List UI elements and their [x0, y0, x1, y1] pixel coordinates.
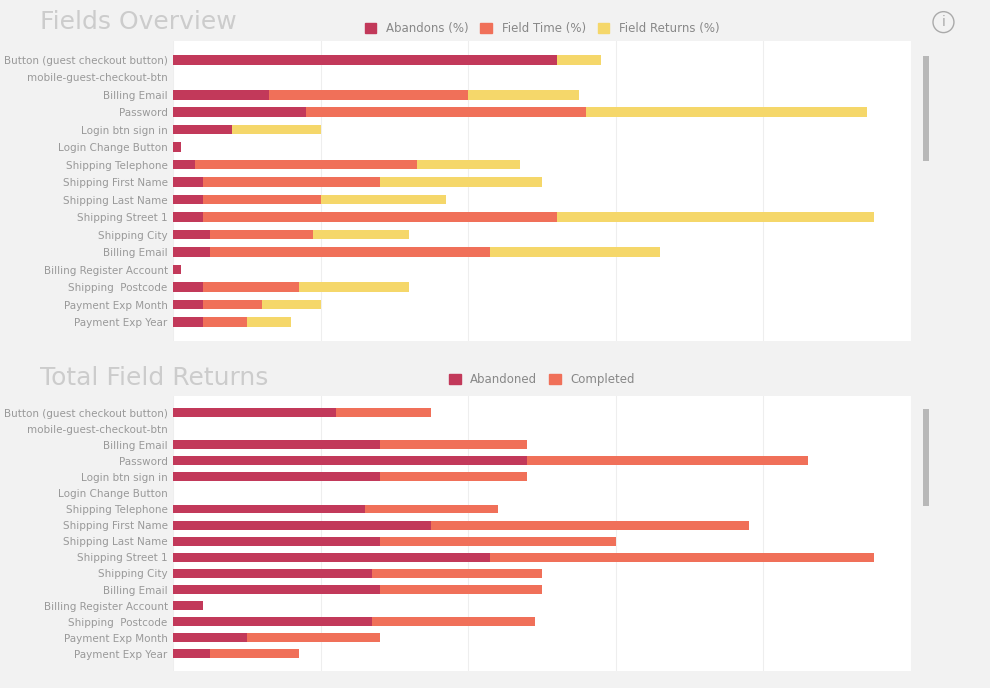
Bar: [528, 456, 808, 465]
Bar: [173, 473, 380, 482]
Bar: [203, 317, 248, 327]
Bar: [321, 195, 446, 204]
Bar: [173, 248, 210, 257]
Bar: [923, 409, 929, 506]
Bar: [173, 282, 203, 292]
Bar: [203, 282, 299, 292]
Bar: [923, 56, 929, 161]
Bar: [173, 408, 336, 417]
Bar: [173, 440, 380, 449]
Bar: [173, 142, 180, 152]
Bar: [417, 160, 520, 169]
Bar: [173, 521, 432, 530]
Bar: [556, 213, 874, 222]
Bar: [490, 248, 660, 257]
Bar: [173, 317, 203, 327]
Bar: [248, 317, 291, 327]
Text: Total Field Returns: Total Field Returns: [40, 366, 268, 390]
Bar: [173, 569, 372, 578]
Bar: [380, 178, 543, 187]
Bar: [173, 230, 210, 239]
Bar: [173, 504, 365, 513]
Bar: [468, 90, 579, 100]
Bar: [336, 408, 432, 417]
Text: i: i: [941, 15, 945, 29]
Bar: [306, 107, 586, 117]
Bar: [173, 553, 490, 562]
Bar: [210, 230, 314, 239]
Bar: [173, 195, 203, 204]
Bar: [372, 617, 535, 626]
Bar: [173, 617, 372, 626]
Bar: [380, 585, 543, 594]
Bar: [195, 160, 417, 169]
Bar: [173, 300, 203, 310]
Bar: [380, 440, 528, 449]
Bar: [210, 248, 490, 257]
Bar: [380, 537, 616, 546]
Bar: [173, 125, 233, 134]
Bar: [173, 265, 180, 275]
Bar: [173, 649, 210, 658]
Bar: [173, 601, 203, 610]
Bar: [314, 230, 409, 239]
Bar: [173, 537, 380, 546]
Bar: [173, 107, 306, 117]
Legend: Abandons (%), Field Time (%), Field Returns (%): Abandons (%), Field Time (%), Field Retu…: [360, 17, 724, 40]
Bar: [269, 90, 468, 100]
Bar: [173, 178, 203, 187]
Bar: [203, 300, 261, 310]
Bar: [173, 585, 380, 594]
Bar: [173, 213, 203, 222]
Bar: [210, 649, 299, 658]
Bar: [233, 125, 321, 134]
Bar: [173, 634, 248, 642]
Text: Fields Overview: Fields Overview: [40, 10, 237, 34]
Bar: [248, 634, 380, 642]
Bar: [173, 55, 556, 65]
Bar: [490, 553, 874, 562]
Legend: Abandoned, Completed: Abandoned, Completed: [445, 369, 640, 391]
Bar: [203, 178, 380, 187]
Bar: [299, 282, 409, 292]
Bar: [432, 521, 748, 530]
Bar: [173, 90, 269, 100]
Bar: [372, 569, 543, 578]
Bar: [203, 195, 321, 204]
Bar: [203, 213, 556, 222]
Bar: [556, 55, 601, 65]
Bar: [261, 300, 321, 310]
Bar: [173, 160, 195, 169]
Bar: [586, 107, 866, 117]
Bar: [380, 473, 528, 482]
Bar: [173, 456, 528, 465]
Bar: [365, 504, 498, 513]
